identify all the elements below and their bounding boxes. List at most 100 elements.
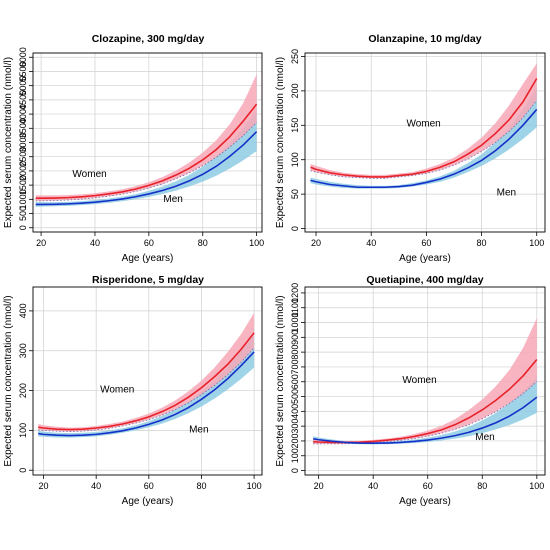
y-tick-label: 1200 [290, 283, 300, 303]
x-tick-label: 60 [421, 238, 431, 248]
x-tick-label: 20 [314, 481, 324, 491]
y-tick-label: 4000 [18, 104, 28, 124]
y-tick-label: 2000 [18, 161, 28, 181]
series-label-men: Men [497, 188, 516, 199]
y-tick-label: 5500 [18, 61, 28, 81]
y-tick-label: 200 [290, 433, 300, 448]
x-tick-label: 60 [423, 481, 433, 491]
series-label-women: Women [100, 385, 134, 396]
x-tick-label: 80 [196, 481, 206, 491]
x-tick-label: 80 [477, 481, 487, 491]
y-tick-label: 5000 [18, 76, 28, 96]
y-tick-label: 500 [290, 389, 300, 404]
y-tick-label: 600 [290, 374, 300, 389]
y-tick-label: 0 [290, 468, 300, 473]
y-tick-label: 2500 [18, 147, 28, 167]
y-tick-label: 6000 [18, 47, 28, 67]
y-axis-label: Expected serum concentration (nmol/l) [275, 57, 286, 228]
y-tick-label: 900 [290, 330, 300, 345]
women-lower-bound-line [310, 100, 538, 179]
series-line-women [310, 78, 538, 178]
y-tick-label: 1000 [18, 189, 28, 209]
confidence-band-women [310, 63, 537, 179]
confidence-band-women [38, 312, 255, 432]
x-axis-label: Age (years) [399, 253, 451, 264]
y-tick-label: 250 [290, 49, 300, 64]
y-tick-label: 50 [290, 189, 300, 199]
panel-title: Quetiapine, 400 mg/day [366, 274, 483, 286]
series-label-women: Women [72, 169, 106, 180]
plot-frame [32, 52, 263, 233]
y-tick-label: 400 [18, 303, 28, 318]
x-tick-label: 60 [144, 481, 154, 491]
y-tick-label: 0 [290, 226, 300, 231]
x-tick-label: 100 [529, 238, 544, 248]
series-line-men [313, 396, 538, 444]
panel-3: Risperidone, 5 mg/day 20 40 60 80 100 0 100 200 3… [3, 274, 263, 507]
series-label-women: Women [402, 375, 436, 386]
y-tick-label: 100 [290, 448, 300, 463]
x-tick-label: 40 [90, 238, 100, 248]
y-tick-label: 4500 [18, 90, 28, 110]
x-tick-label: 100 [529, 481, 544, 491]
y-tick-label: 1500 [18, 175, 28, 195]
x-tick-label: 80 [198, 238, 208, 248]
y-tick-label: 0 [18, 468, 28, 473]
y-tick-label: 100 [290, 152, 300, 167]
plot-frame [304, 286, 546, 476]
panel-title: Clozapine, 300 mg/day [92, 33, 205, 45]
y-tick-label: 100 [18, 423, 28, 438]
series-label-men: Men [189, 424, 208, 435]
confidence-band-women [313, 318, 537, 444]
y-tick-label: 150 [290, 118, 300, 133]
confidence-band-men [35, 109, 257, 207]
series-line-women [38, 332, 255, 431]
series-line-women [35, 103, 258, 199]
panel-title: Risperidone, 5 mg/day [92, 274, 204, 286]
series-label-women: Women [406, 119, 440, 130]
series-label-men: Men [163, 194, 182, 205]
y-tick-label: 700 [290, 359, 300, 374]
y-tick-label: 300 [18, 343, 28, 358]
x-tick-label: 40 [91, 481, 101, 491]
series-line-men [310, 108, 538, 189]
series-line-men [38, 351, 255, 437]
x-tick-label: 100 [249, 238, 264, 248]
series-line-men [35, 131, 258, 206]
confidence-band-women [35, 74, 257, 202]
y-tick-label: 0 [18, 225, 28, 230]
x-tick-label: 100 [247, 481, 262, 491]
women-lower-bound-line [38, 347, 255, 432]
y-axis-label: Expected serum concentration (nmol/l) [275, 295, 286, 466]
y-tick-label: 500 [18, 206, 28, 221]
y-tick-label: 3500 [18, 118, 28, 138]
x-tick-label: 20 [39, 481, 49, 491]
confidence-band-men [38, 332, 255, 438]
y-axis-label: Expected serum concentration (nmol/l) [3, 57, 14, 228]
y-tick-label: 400 [290, 404, 300, 419]
y-tick-label: 800 [290, 345, 300, 360]
y-tick-label: 1100 [290, 298, 300, 317]
x-axis-label: Age (years) [399, 496, 451, 507]
x-tick-label: 40 [366, 238, 376, 248]
plot-frame [304, 52, 546, 233]
panel-2: Olanzapine, 10 mg/day 20 40 60 80 100 0 50 100 15… [275, 33, 546, 264]
confidence-band-men [313, 377, 537, 445]
y-tick-label: 1000 [290, 313, 300, 333]
plot-frame [32, 286, 263, 476]
y-axis-label: Expected serum concentration (nmol/l) [3, 295, 14, 466]
y-tick-label: 200 [18, 383, 28, 398]
x-tick-label: 20 [36, 238, 46, 248]
panel-title: Olanzapine, 10 mg/day [368, 33, 481, 45]
y-tick-label: 3000 [18, 132, 28, 152]
series-label-men: Men [475, 432, 494, 443]
x-tick-label: 40 [368, 481, 378, 491]
women-lower-bound-line [313, 381, 538, 445]
confidence-band-men [310, 87, 537, 189]
x-tick-label: 20 [311, 238, 321, 248]
x-axis-label: Age (years) [122, 496, 174, 507]
x-tick-label: 80 [477, 238, 487, 248]
